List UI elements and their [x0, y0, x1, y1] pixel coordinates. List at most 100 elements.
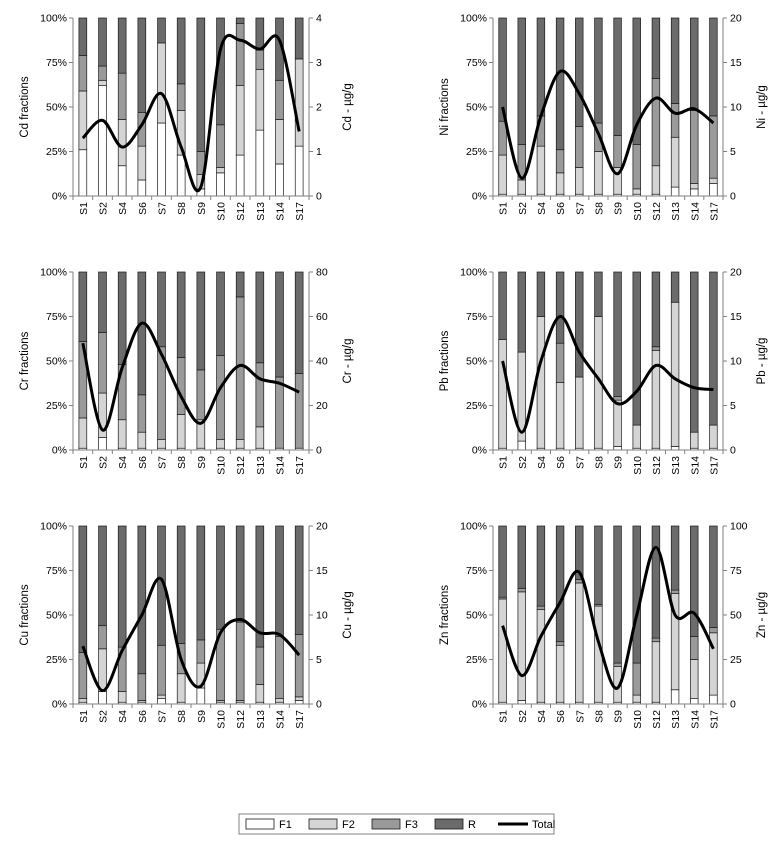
bar-cd-s17-r	[294, 17, 304, 60]
bar-ni-s9-r	[613, 17, 622, 136]
x-tick-label: S12	[651, 456, 663, 475]
bar-cr-s9-f3	[196, 369, 206, 421]
y2-axis-label: Pb - µg/g	[756, 338, 768, 385]
legend-label-r: R	[468, 819, 476, 831]
bar-zn-s2-f3	[517, 587, 526, 593]
y-tick-label: 100%	[40, 13, 67, 25]
legend-swatch-r	[434, 818, 464, 830]
bar-zn-s7-f2	[575, 582, 584, 703]
bar-zn-s17-r	[709, 525, 718, 628]
bar-cr-s13-r	[255, 271, 265, 364]
bar-cd-s2-f3	[98, 65, 107, 81]
y-tick-label: 25%	[466, 400, 487, 412]
bar-cd-s10-f3	[216, 124, 225, 168]
y-axis-label: Cd fractions	[19, 76, 31, 138]
bar-cr-s1-f2	[78, 417, 88, 449]
x-tick-label: S2	[517, 202, 529, 215]
bar-ni-s10-r	[632, 17, 641, 145]
bar-cr-s6-r	[137, 271, 147, 396]
bar-zn-s12-f3	[651, 637, 661, 643]
bar-zn-s13-f3	[670, 589, 680, 594]
x-tick-label: S4	[536, 202, 548, 215]
bar-cr-s4-r	[117, 271, 127, 365]
bar-pb-s12-r	[651, 271, 661, 348]
bar-zn-s7-r	[575, 525, 584, 580]
x-tick-label: S8	[176, 456, 188, 469]
bar-zn-s9-r	[613, 525, 622, 664]
legend-label-total: Total	[532, 819, 555, 831]
x-tick-label: S6	[137, 456, 149, 469]
bar-cu-s1-r	[78, 525, 88, 653]
y2-tick-label: 5	[316, 654, 322, 666]
y2-tick-label: 50	[730, 610, 742, 622]
x-tick-label: S9	[613, 710, 625, 723]
bar-zn-s17-f3	[709, 627, 718, 634]
bar-cd-s7-f1	[157, 122, 166, 197]
x-tick-label: S4	[117, 710, 129, 723]
bar-ni-s17-f3	[709, 115, 718, 179]
bar-zn-s14-f1	[690, 698, 699, 705]
bar-zn-s2-f1	[517, 700, 526, 705]
bar-ni-s2-f2	[517, 179, 526, 195]
bar-cu-s8-f2	[176, 673, 186, 703]
bar-cu-s10-r	[216, 525, 225, 630]
bar-cr-s12-f2	[235, 438, 245, 449]
y2-tick-label: 15	[316, 565, 328, 577]
bar-cr-s2-r	[98, 271, 107, 333]
bar-pb-s13-f1	[670, 446, 680, 451]
bar-zn-s9-f3	[613, 662, 622, 667]
y-tick-label: 100%	[460, 13, 487, 25]
x-tick-label: S12	[651, 202, 663, 221]
legend: F1 F2 F3 R Total	[238, 813, 555, 835]
bar-cr-s6-f3	[137, 394, 147, 433]
x-tick-label: S9	[613, 456, 625, 469]
y2-tick-label: 0	[730, 699, 736, 711]
bar-zn-s6-f3	[555, 641, 565, 646]
bar-cr-s6-f2	[137, 431, 147, 449]
x-tick-label: S17	[294, 202, 306, 221]
bar-cr-s7-r	[157, 271, 166, 348]
bar-cu-s1-f3	[78, 652, 88, 700]
x-tick-label: S2	[98, 202, 110, 215]
legend-label-f3: F3	[405, 819, 418, 831]
x-tick-label: S1	[78, 710, 90, 723]
bar-cu-s2-f2	[98, 648, 107, 692]
y2-tick-label: 20	[316, 400, 328, 412]
bar-cr-s8-f2	[176, 414, 186, 449]
legend-swatch-f2	[308, 818, 338, 830]
bar-ni-s17-f1	[709, 183, 718, 197]
y2-tick-label: 20	[316, 521, 328, 533]
bar-cr-s10-r	[216, 271, 225, 357]
y2-tick-label: 20	[730, 267, 742, 279]
bar-cd-s2-f1	[98, 85, 107, 197]
bar-zn-s2-f2	[517, 591, 526, 701]
bar-ni-s12-f2	[651, 165, 661, 195]
bar-zn-s6-r	[555, 525, 565, 643]
legend-swatch-f3	[371, 818, 401, 830]
bar-cu-s17-r	[294, 525, 304, 635]
x-tick-label: S13	[670, 710, 682, 729]
bar-ni-s14-r	[690, 17, 699, 111]
bar-zn-s10-f3	[632, 662, 641, 696]
bar-ni-s7-f3	[575, 126, 584, 168]
y-tick-label: 50%	[466, 102, 487, 114]
bar-zn-s4-f3	[536, 605, 546, 611]
legend-label-f2: F2	[342, 819, 355, 831]
bar-pb-s9-f3	[613, 396, 622, 401]
bar-cu-s12-f3	[235, 621, 245, 701]
bar-pb-s12-f3	[651, 346, 661, 351]
bar-pb-s17-f2	[709, 424, 718, 449]
bar-pb-s9-f1	[613, 446, 622, 451]
x-tick-label: S1	[498, 202, 510, 215]
bar-ni-s13-f2	[670, 136, 680, 188]
x-tick-label: S13	[670, 456, 682, 475]
y2-tick-label: 40	[316, 356, 328, 368]
bar-zn-s14-f3	[690, 636, 699, 660]
total-line-zn	[501, 545, 715, 690]
y-tick-label: 25%	[46, 146, 67, 158]
bar-cr-s4-f2	[117, 419, 127, 449]
x-tick-label: S10	[632, 202, 644, 221]
y2-tick-label: 1	[316, 146, 322, 158]
y2-tick-label: 2	[316, 102, 322, 114]
bar-cd-s7-f2	[157, 42, 166, 124]
